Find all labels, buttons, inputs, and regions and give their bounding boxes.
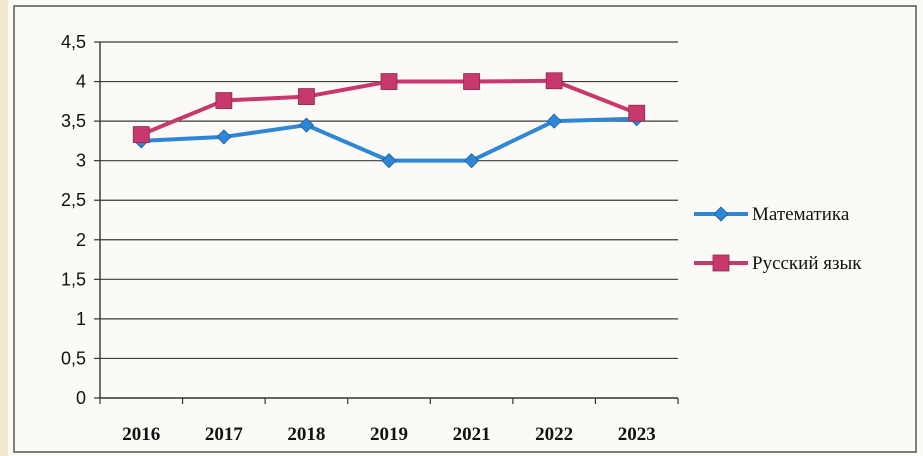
data-point	[215, 92, 233, 109]
data-point	[216, 129, 232, 145]
y-tick-label: 3	[76, 151, 86, 171]
chart-border	[13, 5, 917, 453]
x-tick-label: 2023	[618, 424, 656, 445]
y-tick-label: 1	[76, 309, 86, 329]
data-point	[298, 88, 315, 105]
data-point	[381, 153, 397, 169]
x-tick-label: 2016	[122, 424, 160, 445]
data-point	[628, 104, 646, 122]
data-point	[546, 113, 562, 129]
y-tick-label: 1,5	[61, 269, 86, 289]
data-point	[464, 153, 480, 169]
gridlines	[100, 41, 678, 360]
data-point	[132, 126, 150, 143]
legend: Математика Русский язык	[694, 204, 862, 274]
y-tick-label: 2,5	[61, 190, 86, 210]
data-point	[463, 73, 480, 90]
legend-label: Математика	[752, 204, 850, 225]
y-tick-label: 4	[76, 72, 86, 92]
frame-left-edge	[0, 0, 8, 456]
data-point	[545, 72, 563, 90]
data-point	[298, 117, 314, 133]
y-tick-label: 4,5	[61, 32, 86, 52]
x-tick-label: 2017	[205, 424, 244, 445]
legend-marker	[712, 254, 730, 272]
series-lines	[132, 72, 646, 169]
y-tick-label: 3,5	[61, 111, 86, 131]
y-tick-label: 2	[76, 230, 86, 250]
x-tick-label: 2021	[453, 424, 491, 445]
x-tick-label: 2019	[370, 424, 408, 445]
y-tick-label: 0,5	[61, 348, 86, 368]
x-tick-label: 2022	[535, 424, 573, 445]
legend-marker	[713, 206, 729, 222]
data-point	[380, 73, 398, 90]
legend-label: Русский язык	[752, 253, 862, 274]
x-tick-label: 2018	[287, 424, 325, 445]
axes: 0 0,5 1 1,5 2 2,5 3 3,5 4 4,5 2016 2017 2018 2019 2021…	[61, 32, 679, 445]
y-tick-label: 0	[76, 388, 86, 408]
